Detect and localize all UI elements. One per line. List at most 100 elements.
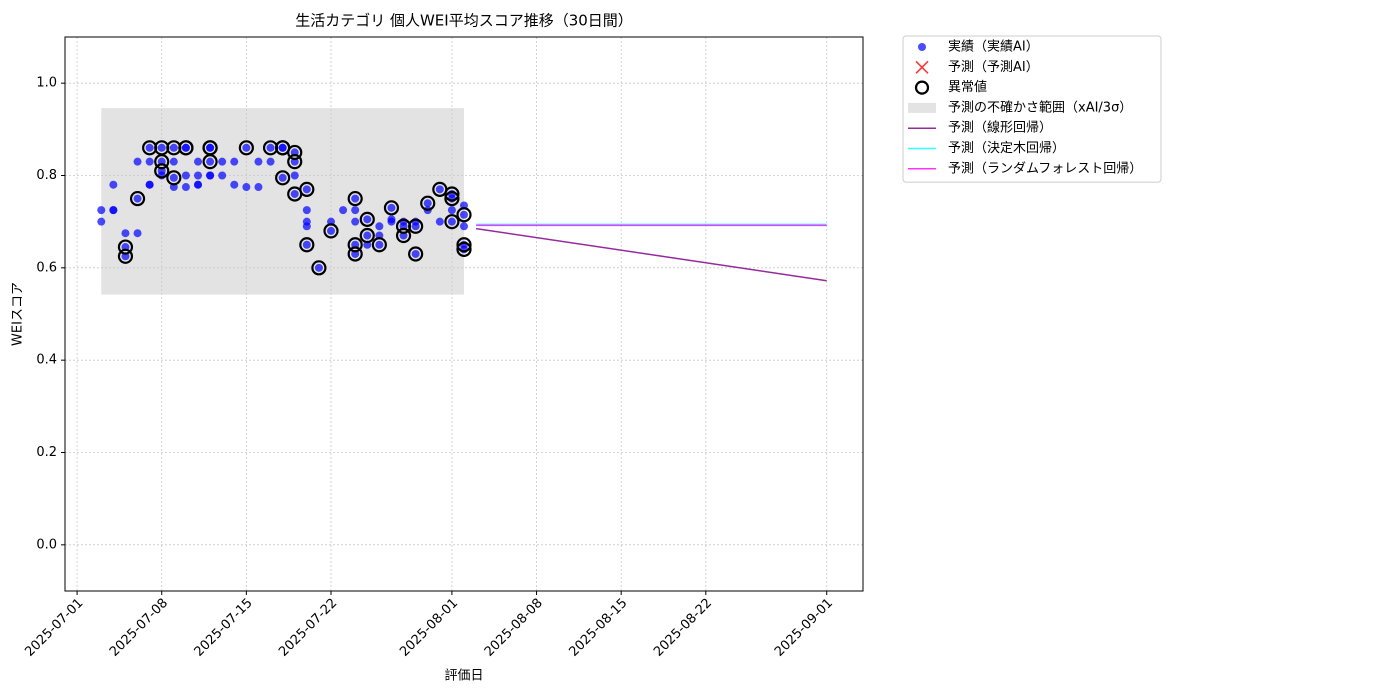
uncertainty-band (101, 108, 464, 295)
y-tick-label: 0.4 (36, 353, 57, 368)
anomaly-point (178, 140, 194, 156)
legend-box (902, 35, 1162, 183)
anomaly-point (287, 154, 303, 170)
data-point (387, 203, 396, 212)
x-tick-label: 2025-08-15 (566, 596, 630, 660)
data-point (278, 143, 287, 152)
anomaly-point (420, 195, 436, 211)
anomaly-point (154, 163, 170, 179)
data-point (206, 171, 215, 180)
anomaly-point (444, 214, 460, 230)
data-point (109, 180, 118, 189)
anomaly-point (444, 186, 460, 202)
data-point (447, 217, 456, 226)
data-point (351, 217, 360, 226)
data-point (218, 171, 227, 180)
data-point (181, 183, 190, 192)
data-point (302, 185, 311, 194)
anomaly-point (311, 260, 327, 276)
data-point (327, 226, 335, 235)
anomaly-point (456, 207, 472, 223)
plot-frame (64, 36, 864, 592)
data-point (230, 157, 239, 166)
legend-label: 予測（ランダムフォレスト回帰） (948, 160, 1142, 176)
anomaly-point (347, 237, 363, 253)
anomaly-point (117, 239, 134, 255)
x-tick-label: 2025-09-01 (772, 596, 836, 660)
data-point (206, 157, 215, 166)
anomaly-point (347, 190, 363, 207)
anomaly-point (408, 218, 424, 234)
data-point (460, 210, 468, 219)
data-point (133, 157, 142, 166)
legend-marker (908, 102, 936, 113)
data-point (230, 180, 239, 189)
y-tick-label: 1.0 (36, 76, 57, 91)
data-point (97, 217, 106, 226)
legend-label: 予測の不確かさ範囲（xAI/3σ） (948, 99, 1132, 115)
anomaly-point (299, 237, 315, 253)
data-point (181, 171, 190, 180)
data-point (302, 240, 311, 249)
y-tick-label: 0.2 (36, 445, 57, 460)
data-point (351, 194, 360, 203)
data-point (145, 157, 154, 166)
data-point (254, 157, 263, 166)
data-point (411, 249, 420, 258)
anomaly-point (456, 241, 472, 257)
data-point (375, 240, 384, 249)
data-point (218, 157, 227, 166)
data-point (339, 206, 348, 215)
data-point (351, 206, 360, 215)
y-axis-label: WEIスコア (11, 282, 26, 346)
anomaly-point (383, 200, 400, 216)
data-point (387, 215, 396, 224)
data-point (302, 206, 311, 215)
anomaly-point (166, 170, 182, 186)
anomaly-point (359, 227, 375, 244)
x-tick-label: 2025-07-08 (107, 596, 171, 660)
y-tick-label: 0.8 (36, 168, 57, 183)
data-point (206, 143, 215, 152)
data-point (435, 217, 444, 226)
x-tick-label: 2025-08-22 (651, 596, 715, 660)
data-point (181, 143, 190, 152)
data-point (302, 222, 311, 231)
data-point (145, 180, 154, 189)
x-tick-label: 2025-07-01 (22, 596, 86, 660)
data-point (447, 206, 456, 215)
data-point (194, 171, 202, 180)
anomaly-point (395, 227, 412, 244)
y-tick-label: 0.6 (36, 260, 57, 275)
anomaly-point (154, 154, 170, 170)
data-point (242, 183, 251, 192)
data-point (194, 180, 202, 189)
data-point (133, 194, 142, 203)
data-point (375, 222, 384, 231)
data-point (363, 215, 372, 224)
anomaly-point (202, 140, 218, 156)
data-point (169, 143, 178, 152)
x-tick-label: 2025-07-15 (192, 596, 256, 660)
anomaly-point (456, 237, 472, 253)
data-point (278, 173, 287, 182)
anomaly-point (347, 246, 363, 262)
anomaly-point (371, 237, 387, 253)
prediction-line (475, 227, 827, 282)
data-point (266, 157, 275, 166)
anomaly-point (323, 223, 339, 239)
y-tick-label: 0.0 (36, 537, 57, 552)
x-axis-label: 評価日 (444, 669, 483, 684)
data-point (121, 229, 130, 238)
legend-marker (914, 80, 930, 95)
anomaly-point (129, 190, 146, 207)
legend-marker (918, 43, 926, 51)
legend-label: 異常値 (948, 79, 987, 95)
legend-marker (915, 60, 929, 74)
anomaly-point (287, 144, 303, 161)
data-point (169, 173, 178, 182)
x-tick-label: 2025-08-01 (397, 596, 461, 660)
data-point (290, 189, 299, 198)
